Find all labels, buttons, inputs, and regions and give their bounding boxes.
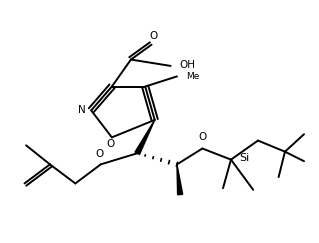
Text: OH: OH [180, 60, 196, 70]
Text: O: O [149, 31, 157, 41]
Text: Me: Me [186, 72, 199, 81]
Polygon shape [177, 164, 183, 195]
Text: O: O [95, 149, 104, 159]
Text: Si: Si [239, 153, 249, 163]
Polygon shape [135, 120, 155, 155]
Text: O: O [198, 132, 207, 142]
Text: N: N [78, 105, 85, 115]
Text: O: O [106, 139, 115, 149]
